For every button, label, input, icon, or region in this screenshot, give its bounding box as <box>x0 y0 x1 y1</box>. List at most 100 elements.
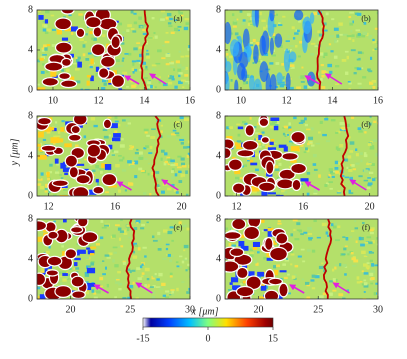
heatmap-texture <box>330 50 334 53</box>
heatmap-texture <box>340 175 345 177</box>
heatmap-texture <box>363 18 368 21</box>
heatmap-texture <box>102 273 106 276</box>
heatmap-texture <box>236 18 239 21</box>
heatmap-texture <box>366 186 371 190</box>
heatmap-texture <box>46 171 50 178</box>
heatmap-texture <box>143 77 148 79</box>
heatmap-texture <box>100 184 104 188</box>
x-tick-label: 16 <box>298 201 308 212</box>
heatmap-texture <box>89 246 97 249</box>
heatmap-texture <box>102 79 107 83</box>
heatmap-texture <box>118 246 123 248</box>
heatmap-texture <box>277 192 281 196</box>
heatmap-texture <box>107 116 112 119</box>
heatmap-texture <box>318 265 324 270</box>
heatmap-texture <box>328 173 331 177</box>
heatmap-texture <box>157 238 162 241</box>
x-tick-label: 20 <box>177 201 187 212</box>
heatmap-texture <box>273 265 277 269</box>
heatmap-texture <box>225 147 232 160</box>
heatmap-texture <box>173 68 176 71</box>
heatmap-texture <box>127 160 132 164</box>
heatmap-texture <box>86 80 90 86</box>
heatmap-texture <box>125 86 129 88</box>
heatmap-texture <box>145 145 149 148</box>
heatmap-texture <box>328 43 332 46</box>
heatmap-texture <box>257 122 261 126</box>
heatmap-texture <box>285 257 289 260</box>
heatmap-texture <box>361 34 366 38</box>
heatmap-texture <box>345 251 350 255</box>
heatmap-texture <box>283 125 289 129</box>
x-tick-label: 12 <box>44 201 54 212</box>
heatmap-texture <box>155 286 161 288</box>
heatmap-texture <box>342 297 346 299</box>
heatmap-texture <box>183 244 189 249</box>
heatmap-texture <box>229 55 233 59</box>
x-tick-label: 16 <box>185 95 195 106</box>
heatmap-texture <box>241 39 245 43</box>
arrow <box>289 284 305 294</box>
heatmap-texture <box>62 161 68 167</box>
heatmap-texture <box>170 170 174 174</box>
heatmap-texture <box>136 221 139 224</box>
heatmap-texture <box>70 76 75 81</box>
heatmap-texture <box>54 171 60 174</box>
heatmap-texture <box>290 66 295 69</box>
heatmap-texture <box>243 225 261 241</box>
heatmap-texture <box>346 55 350 60</box>
heatmap-texture <box>287 292 291 295</box>
heatmap-texture <box>277 220 281 223</box>
heatmap-texture <box>300 233 304 236</box>
heatmap-texture <box>50 71 57 77</box>
heatmap-texture <box>322 279 325 282</box>
heatmap-texture <box>349 20 353 24</box>
heatmap-texture <box>361 270 364 273</box>
x-tick-label: 10 <box>236 95 246 106</box>
heatmap-texture <box>180 142 185 145</box>
heatmap-texture <box>85 58 90 61</box>
heatmap-texture <box>142 32 147 35</box>
heatmap-texture <box>176 265 180 268</box>
heatmap-texture <box>130 79 133 83</box>
heatmap-texture <box>341 58 347 62</box>
heatmap-texture <box>59 221 63 225</box>
heatmap-texture <box>50 137 60 144</box>
heatmap-texture <box>372 178 376 182</box>
heatmap-texture <box>183 146 188 149</box>
heatmap-texture <box>64 131 69 133</box>
heatmap-texture <box>184 18 189 21</box>
heatmap-texture <box>347 136 351 139</box>
heatmap-texture <box>342 236 346 238</box>
x-tick-label: 14 <box>327 95 337 106</box>
heatmap-texture <box>55 169 58 173</box>
y-tick-label: 8 <box>216 4 221 15</box>
heatmap-texture <box>187 267 190 271</box>
heatmap-texture <box>243 81 249 85</box>
heatmap-texture <box>138 151 143 155</box>
heatmap-texture <box>284 191 288 194</box>
heatmap-texture <box>267 227 274 232</box>
heatmap-texture <box>122 71 128 75</box>
heatmap-texture <box>238 240 245 247</box>
heatmap-texture <box>164 40 170 44</box>
heatmap-texture <box>40 144 57 152</box>
heatmap-texture <box>351 34 355 38</box>
heatmap-texture <box>65 271 69 275</box>
heatmap-texture <box>170 133 176 136</box>
heatmap-texture <box>84 256 90 260</box>
heatmap-texture <box>278 22 281 26</box>
heatmap-texture <box>187 140 190 144</box>
heatmap-texture <box>128 236 131 239</box>
heatmap-texture <box>280 44 283 48</box>
heatmap-texture <box>158 80 161 84</box>
heatmap-texture <box>276 72 283 84</box>
heatmap-texture <box>294 238 300 241</box>
heatmap-texture <box>122 31 126 34</box>
heatmap-texture <box>114 264 119 268</box>
heatmap-texture <box>278 144 287 148</box>
heatmap-texture <box>180 55 185 58</box>
heatmap-texture <box>44 268 48 274</box>
heatmap-texture <box>356 281 361 284</box>
